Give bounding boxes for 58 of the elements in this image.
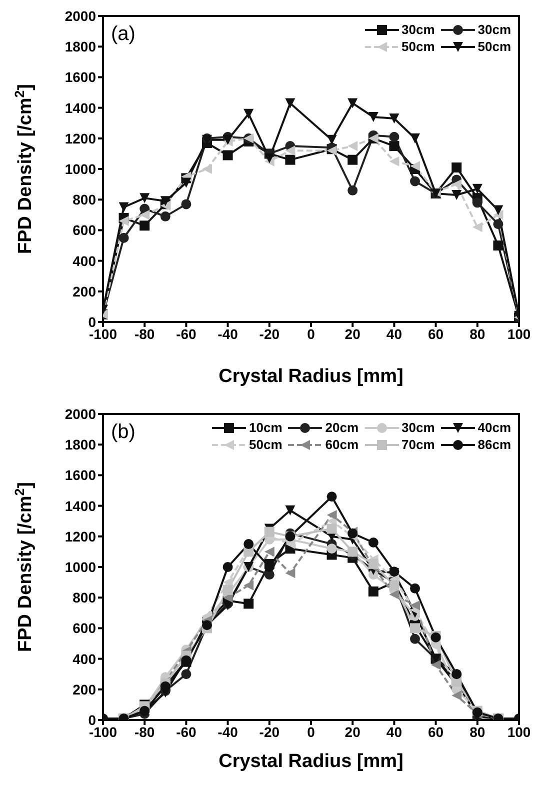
- x-tick-label: 20: [344, 724, 361, 740]
- y-tick-label: 2000: [64, 406, 96, 422]
- x-tick-label: -20: [259, 724, 280, 740]
- x-tick-label: -80: [134, 326, 155, 342]
- legend-label: 20cm: [325, 420, 358, 435]
- y-tick-label: 800: [72, 192, 96, 208]
- x-tick-label: -60: [176, 326, 197, 342]
- y-tick-label: 0: [88, 712, 96, 728]
- legend-label: 30cm: [402, 420, 435, 435]
- x-tick-label: 20: [344, 326, 361, 342]
- y-tick-label: 1200: [64, 130, 96, 146]
- annotation: (b): [111, 421, 136, 443]
- x-tick-label: 0: [307, 326, 316, 342]
- legend-label: 30cm: [402, 22, 435, 37]
- x-tick-label: 100: [507, 724, 531, 740]
- y-tick-label: 600: [72, 620, 96, 636]
- legend-label: 50cm: [478, 39, 511, 54]
- y-tick-label: 1000: [64, 558, 96, 575]
- y-tick-label: 1800: [64, 436, 96, 453]
- y-tick-label: 1200: [64, 528, 96, 544]
- annotation: (a): [111, 23, 136, 45]
- y-tick-label: 1400: [64, 498, 96, 514]
- y-tick-label: 400: [72, 252, 96, 269]
- y-tick-label: 1000: [64, 160, 96, 177]
- x-tick-label: 60: [428, 724, 444, 740]
- x-tick-label: -80: [134, 724, 155, 740]
- y-tick-label: 0: [88, 314, 96, 330]
- y-tick-label: 400: [72, 650, 96, 667]
- y-tick-label: 2000: [64, 8, 96, 24]
- x-tick-label: 80: [470, 326, 486, 342]
- x-tick-label: -40: [218, 724, 238, 740]
- legend-label: 10cm: [249, 420, 282, 435]
- legend-label: 50cm: [402, 39, 435, 54]
- x-tick-label: -60: [176, 724, 197, 740]
- x-tick-label: 80: [470, 724, 486, 740]
- legend-label: 86cm: [478, 437, 511, 452]
- x-axis-title: Crystal Radius [mm]: [218, 366, 404, 387]
- x-tick-label: 40: [386, 724, 402, 740]
- y-tick-label: 1600: [64, 69, 96, 86]
- x-tick-label: 60: [428, 326, 444, 342]
- x-tick-label: 40: [386, 326, 402, 342]
- x-tick-label: 0: [307, 724, 316, 740]
- y-tick-label: 1800: [64, 38, 96, 55]
- y-tick-label: 800: [72, 590, 96, 606]
- legend-label: 60cm: [325, 437, 358, 452]
- y-tick-label: 200: [72, 283, 96, 300]
- x-tick-label: -20: [259, 326, 280, 342]
- x-tick-label: 100: [507, 326, 531, 342]
- x-tick-label: -40: [218, 326, 238, 342]
- y-tick-label: 1600: [64, 467, 96, 484]
- y-tick-label: 600: [72, 222, 96, 238]
- x-axis-title: Crystal Radius [mm]: [218, 751, 404, 772]
- y-tick-label: 1400: [64, 100, 96, 116]
- legend-label: 50cm: [249, 437, 282, 452]
- y-tick-label: 200: [72, 681, 96, 698]
- legend-label: 30cm: [478, 22, 511, 37]
- legend-label: 70cm: [402, 437, 435, 452]
- legend-label: 40cm: [478, 420, 511, 435]
